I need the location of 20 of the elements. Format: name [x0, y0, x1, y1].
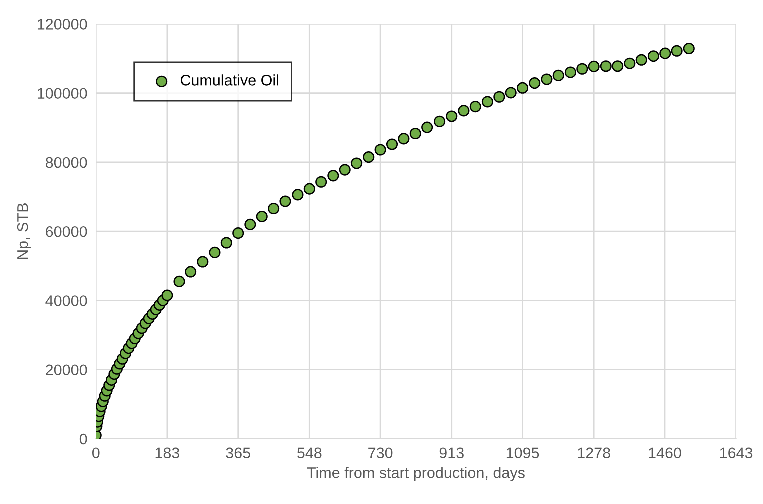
y-tick-label: 40000 [46, 296, 88, 306]
x-tick-label: 1643 [720, 448, 753, 459]
y-tick-label: 60000 [46, 226, 88, 238]
x-tick-label: 1095 [506, 448, 540, 459]
x-tick-label: 730 [368, 448, 393, 459]
legend-label: Cumulative Oil [180, 74, 278, 86]
y-tick-label: 0 [80, 434, 88, 445]
x-tick-label: 913 [440, 448, 464, 459]
y-tick-label: 120000 [38, 19, 88, 30]
y-tick-label: 80000 [46, 157, 88, 168]
y-tick-label: 100000 [38, 88, 88, 100]
y-tick-label: 20000 [46, 364, 88, 376]
x-tick-label: 0 [92, 448, 100, 459]
y-axis-title: Np, STB [17, 204, 32, 260]
x-axis-title: Time from start production, days [307, 467, 525, 482]
x-tick-label: 365 [226, 448, 250, 459]
x-tick-label: 548 [298, 448, 322, 459]
x-tick-label: 1460 [649, 448, 682, 459]
x-tick-label: 1278 [578, 448, 610, 459]
x-tick-label: 183 [156, 448, 180, 459]
